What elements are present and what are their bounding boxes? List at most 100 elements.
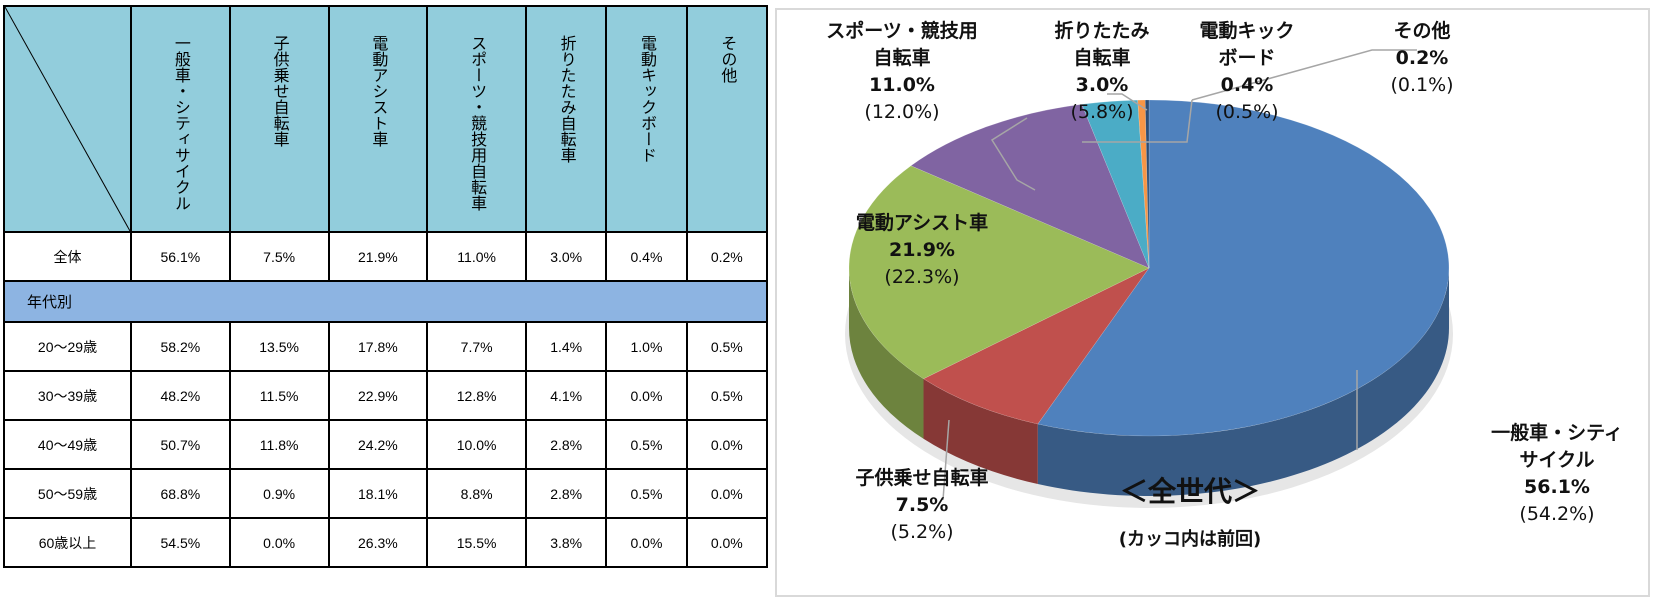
table-row: 30～39歳 48.2% 11.5% 22.9% 12.8% 4.1% 0.0% 0.5% <box>3 370 769 421</box>
slice-name: 自転車 <box>873 47 931 69</box>
table-cell: 2.8% <box>524 468 608 519</box>
table-row: 60歳以上 54.5% 0.0% 26.3% 15.5% 3.8% 0.0% 0.0% <box>3 517 769 568</box>
section-label: 年代別 <box>3 280 768 323</box>
slice-name: 電動キック <box>1199 20 1295 42</box>
table-cell: 0.4% <box>605 231 688 282</box>
chart-title: ＜全世代＞ <box>1119 475 1261 508</box>
slice-previous-value: (0.1%) <box>1390 74 1454 96</box>
table-cell: 0.5% <box>685 321 769 372</box>
slice-name: 子供乗せ自転車 <box>855 467 989 489</box>
table-cell: 50.7% <box>130 419 231 470</box>
row-label: 20～29歳 <box>3 321 132 372</box>
table-cell: 0.0% <box>685 517 769 568</box>
table-cell: 17.8% <box>327 321 429 372</box>
table-cell: 54.5% <box>130 517 231 568</box>
table-cell: 0.0% <box>685 419 769 470</box>
table-row: 20～29歳 58.2% 13.5% 17.8% 7.7% 1.4% 1.0% 0.5% <box>3 321 769 372</box>
pie-slice-side <box>923 378 1038 485</box>
slice-name: 折りたたみ <box>1054 20 1150 42</box>
row-label: 30～39歳 <box>3 370 132 421</box>
column-header: その他 <box>685 5 769 233</box>
slice-name: 電動アシスト車 <box>855 212 989 234</box>
table-cell: 0.0% <box>685 468 769 519</box>
slice-label: 電動アシスト車 21.9% (22.3%) <box>856 210 988 291</box>
table-cell: 11.8% <box>228 419 330 470</box>
table-cell: 7.5% <box>228 231 330 282</box>
column-header: 折りたたみ自転車 <box>524 5 608 233</box>
slice-previous-value: (5.2%) <box>890 521 954 543</box>
header-row: 一般車・シティサイクル 子供乗せ自転車 電動アシスト車 スポーツ・競技用自転車 … <box>3 5 769 233</box>
slice-name: サイクル <box>1519 449 1595 471</box>
slice-previous-value: (0.5%) <box>1215 101 1279 123</box>
table-cell: 12.8% <box>426 370 527 421</box>
column-header: 一般車・シティサイクル <box>130 5 231 233</box>
corner-cell <box>3 5 132 233</box>
section-row: 年代別 <box>3 280 768 323</box>
table-cell: 58.2% <box>130 321 231 372</box>
pie-chart-panel: 一般車・シティ サイクル 56.1% (54.2%) 子供乗せ自転車 7.5% (5.2%)… <box>775 8 1650 597</box>
table-cell: 11.0% <box>426 231 527 282</box>
column-header: 電動アシスト車 <box>327 5 429 233</box>
table-cell: 0.9% <box>228 468 330 519</box>
table-cell: 3.8% <box>524 517 608 568</box>
slice-value: 7.5% <box>895 494 949 516</box>
table-cell: 0.0% <box>228 517 330 568</box>
table-cell: 56.1% <box>130 231 231 282</box>
table-row: 40～49歳 50.7% 11.8% 24.2% 10.0% 2.8% 0.5% 0.0% <box>3 419 769 470</box>
slice-label: 子供乗せ自転車 7.5% (5.2%) <box>855 465 988 546</box>
pie-slice-side <box>849 268 924 439</box>
slice-name: ボード <box>1218 47 1276 69</box>
table-cell: 2.8% <box>524 419 608 470</box>
leader-line <box>1082 99 1193 143</box>
table-cell: 22.9% <box>327 370 429 421</box>
table-cell: 0.5% <box>605 468 688 519</box>
slice-name: 一般車・シティ <box>1491 422 1623 444</box>
table-cell: 26.3% <box>327 517 429 568</box>
table-cell: 0.5% <box>605 419 688 470</box>
table-cell: 1.4% <box>524 321 608 372</box>
slice-label: 折りたたみ 自転車 3.0% (5.8%) <box>1054 18 1149 126</box>
slice-value: 0.4% <box>1220 74 1274 96</box>
leader-line <box>1107 93 1148 111</box>
pie-slice <box>910 103 1150 269</box>
slice-value: 21.9% <box>889 239 955 261</box>
table-cell: 0.5% <box>685 370 769 421</box>
slice-label: スポーツ・競技用 自転車 11.0% (12.0%) <box>826 18 978 126</box>
table-cell: 8.8% <box>426 468 527 519</box>
slice-label: その他 0.2% (0.1%) <box>1390 18 1453 99</box>
slice-name: スポーツ・競技用 <box>826 20 978 42</box>
row-label: 全体 <box>3 231 132 282</box>
slice-value: 0.2% <box>1395 47 1449 69</box>
table-cell: 18.1% <box>327 468 429 519</box>
table-cell: 48.2% <box>130 370 231 421</box>
table-cell: 13.5% <box>228 321 330 372</box>
survey-table: 一般車・シティサイクル 子供乗せ自転車 電動アシスト車 スポーツ・競技用自転車 … <box>3 5 769 568</box>
slice-value: 11.0% <box>869 74 935 96</box>
table-cell: 4.1% <box>524 370 608 421</box>
column-header: スポーツ・競技用自転車 <box>426 5 527 233</box>
table-cell: 1.0% <box>605 321 688 372</box>
chart-subtitle: (カッコ内は前回) <box>1118 529 1262 550</box>
table-cell: 7.7% <box>426 321 527 372</box>
table-cell: 3.0% <box>524 231 608 282</box>
table-cell: 0.2% <box>685 231 769 282</box>
pie-slice <box>1037 99 1450 437</box>
leader-line <box>1191 49 1417 101</box>
slice-previous-value: (22.3%) <box>884 266 960 288</box>
pie-slice <box>848 165 1150 380</box>
row-label: 40～49歳 <box>3 419 132 470</box>
table-cell: 15.5% <box>426 517 527 568</box>
slice-previous-value: (12.0%) <box>864 101 940 123</box>
total-row: 全体 56.1% 7.5% 21.9% 11.0% 3.0% 0.4% 0.2% <box>3 231 769 282</box>
column-header: 子供乗せ自転車 <box>228 5 330 233</box>
slice-value: 3.0% <box>1075 74 1129 96</box>
table-row: 50～59歳 68.8% 0.9% 18.1% 8.8% 2.8% 0.5% 0.0% <box>3 468 769 519</box>
slice-value: 56.1% <box>1524 476 1590 498</box>
table-cell: 21.9% <box>327 231 429 282</box>
slice-previous-value: (5.8%) <box>1070 101 1134 123</box>
table-cell: 68.8% <box>130 468 231 519</box>
table-cell: 11.5% <box>228 370 330 421</box>
row-label: 50～59歳 <box>3 468 132 519</box>
table-cell: 24.2% <box>327 419 429 470</box>
leader-line <box>942 419 950 501</box>
